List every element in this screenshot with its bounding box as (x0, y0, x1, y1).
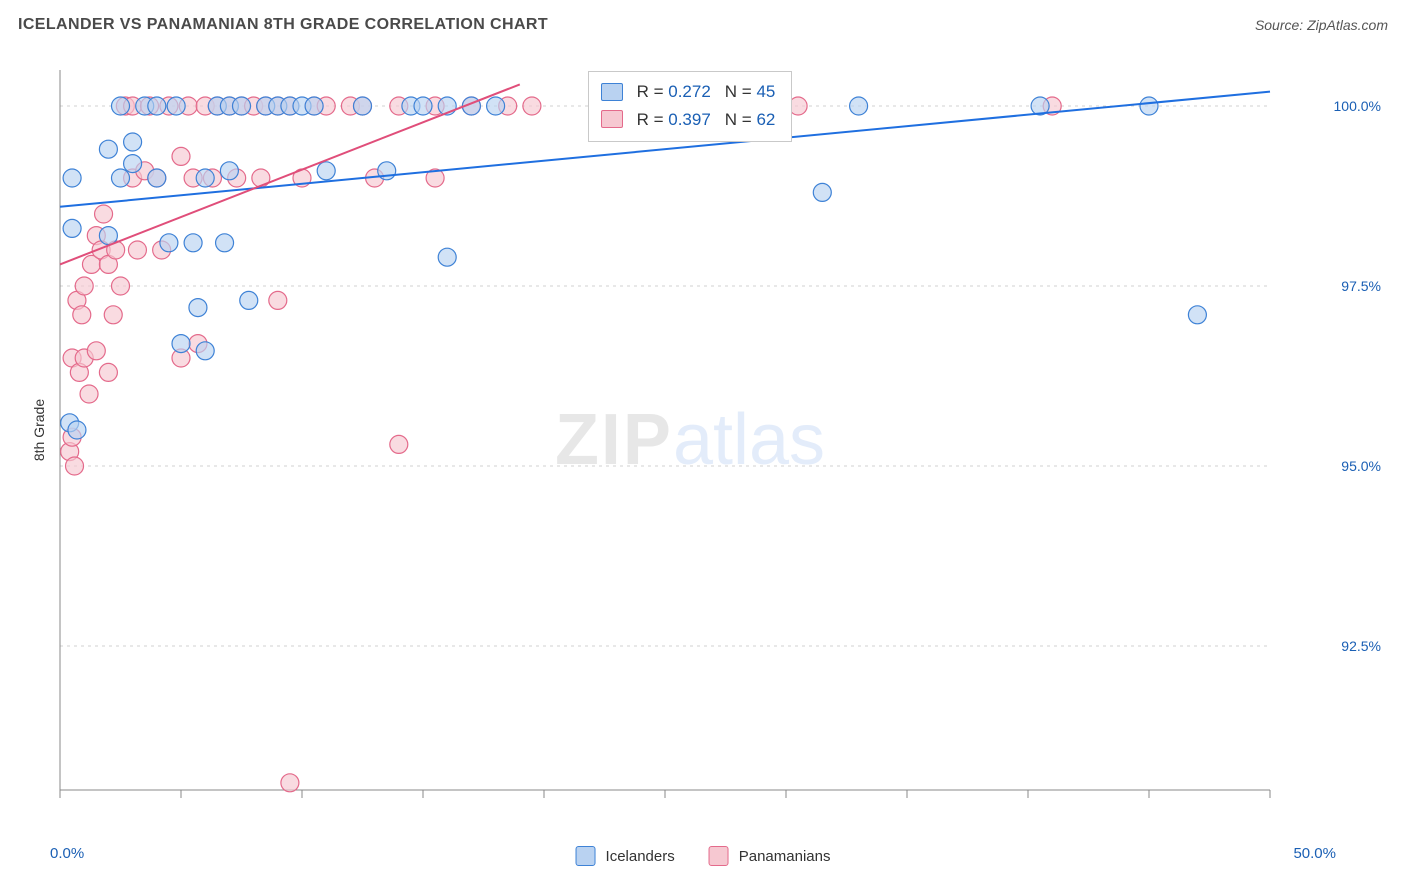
y-tick-label: 100.0% (1334, 98, 1381, 114)
legend-label: Icelanders (606, 848, 675, 865)
legend-item-icelanders: Icelanders (576, 846, 675, 866)
scatter-chart (50, 60, 1330, 820)
correlation-row-panamanians: R = 0.397 N = 62 (601, 106, 776, 133)
y-tick-label: 97.5% (1341, 278, 1381, 294)
legend-swatch-icon (709, 846, 729, 866)
chart-title: ICELANDER VS PANAMANIAN 8TH GRADE CORREL… (18, 16, 548, 34)
y-tick-label: 95.0% (1341, 458, 1381, 474)
legend-swatch-icon (576, 846, 596, 866)
correlation-row-icelanders: R = 0.272 N = 45 (601, 78, 776, 105)
correlation-box: R = 0.272 N = 45 R = 0.397 N = 62 (588, 71, 793, 141)
y-axis-label: 8th Grade (31, 399, 47, 461)
plot-area: ZIPatlas R = 0.272 N = 45 R = 0.397 N = … (50, 60, 1330, 820)
y-tick-label: 92.5% (1341, 638, 1381, 654)
legend-item-panamanians: Panamanians (709, 846, 831, 866)
x-axis-max: 50.0% (1293, 845, 1336, 862)
x-axis-min: 0.0% (50, 845, 84, 862)
legend-label: Panamanians (739, 848, 831, 865)
chart-source: Source: ZipAtlas.com (1255, 17, 1388, 33)
legend: Icelanders Panamanians (576, 846, 831, 866)
